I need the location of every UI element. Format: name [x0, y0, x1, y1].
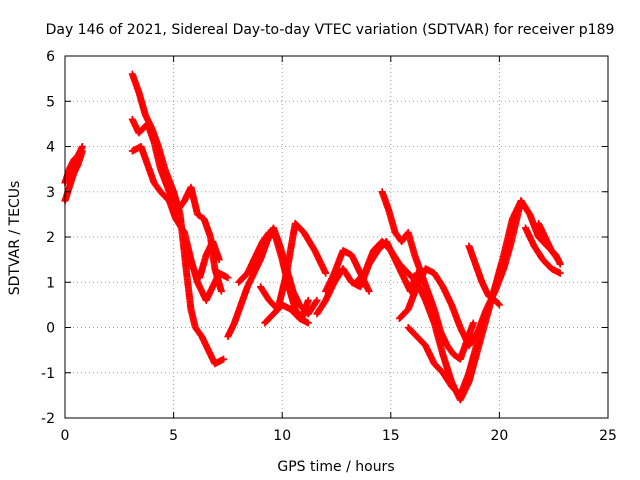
x-tick-label: 10 [273, 428, 291, 444]
data-point [313, 296, 321, 304]
x-tick-label: 5 [169, 428, 178, 444]
series-sat-track-18 [521, 224, 564, 277]
x-tick-label: 15 [382, 428, 400, 444]
data-point [220, 355, 228, 363]
x-tick-label: 0 [61, 428, 70, 444]
data-point [215, 256, 223, 264]
series-sat-track-16 [404, 324, 482, 399]
data-point [322, 269, 330, 277]
y-tick-label: 0 [46, 321, 55, 337]
y-tick-label: 3 [46, 185, 55, 201]
data-point [553, 254, 561, 262]
data-point [78, 147, 86, 155]
data-point [469, 319, 477, 327]
data-point [495, 301, 503, 309]
y-tick-label: 1 [46, 275, 55, 291]
series-sat-track-4 [128, 115, 225, 295]
series-sat-track-15 [395, 197, 525, 350]
series-sat-track-10 [261, 301, 312, 327]
data-point [494, 300, 502, 308]
chart-title: Day 146 of 2021, Sidereal Day-to-day VTE… [46, 22, 615, 38]
data-point [556, 260, 564, 268]
data-point [554, 256, 562, 264]
axis-ticks: 0 5 10 15 20 25 -2 -1 0 1 2 3 4 5 6 [41, 49, 617, 444]
data-points [61, 70, 564, 404]
y-tick-label: 5 [46, 94, 55, 110]
y-axis-label: SDTVAR / TECUs [7, 181, 23, 296]
y-tick-label: -1 [41, 366, 55, 382]
data-point [365, 287, 373, 295]
data-point [556, 269, 564, 277]
series-sat-track-9 [256, 219, 330, 313]
series-sat-track-19 [534, 219, 562, 264]
x-tick-label: 20 [490, 428, 508, 444]
series-sat-track-12 [322, 247, 373, 295]
y-tick-label: -2 [41, 411, 55, 427]
data-point [474, 337, 482, 345]
data-point [217, 287, 225, 295]
data-point [517, 197, 525, 205]
series-sat-track-8 [235, 228, 312, 322]
gridlines [65, 56, 608, 418]
y-tick-label: 2 [46, 230, 55, 246]
y-tick-label: 6 [46, 49, 55, 65]
x-axis-label: GPS time / hours [277, 459, 394, 475]
x-tick-label: 25 [599, 428, 617, 444]
series-sat-track-17 [465, 242, 503, 309]
y-tick-label: 4 [46, 140, 55, 156]
data-point [304, 296, 312, 304]
data-point [304, 319, 312, 327]
data-point [224, 274, 232, 282]
series-sat-track-6 [183, 238, 223, 282]
series-sat-track-2 [61, 147, 86, 205]
